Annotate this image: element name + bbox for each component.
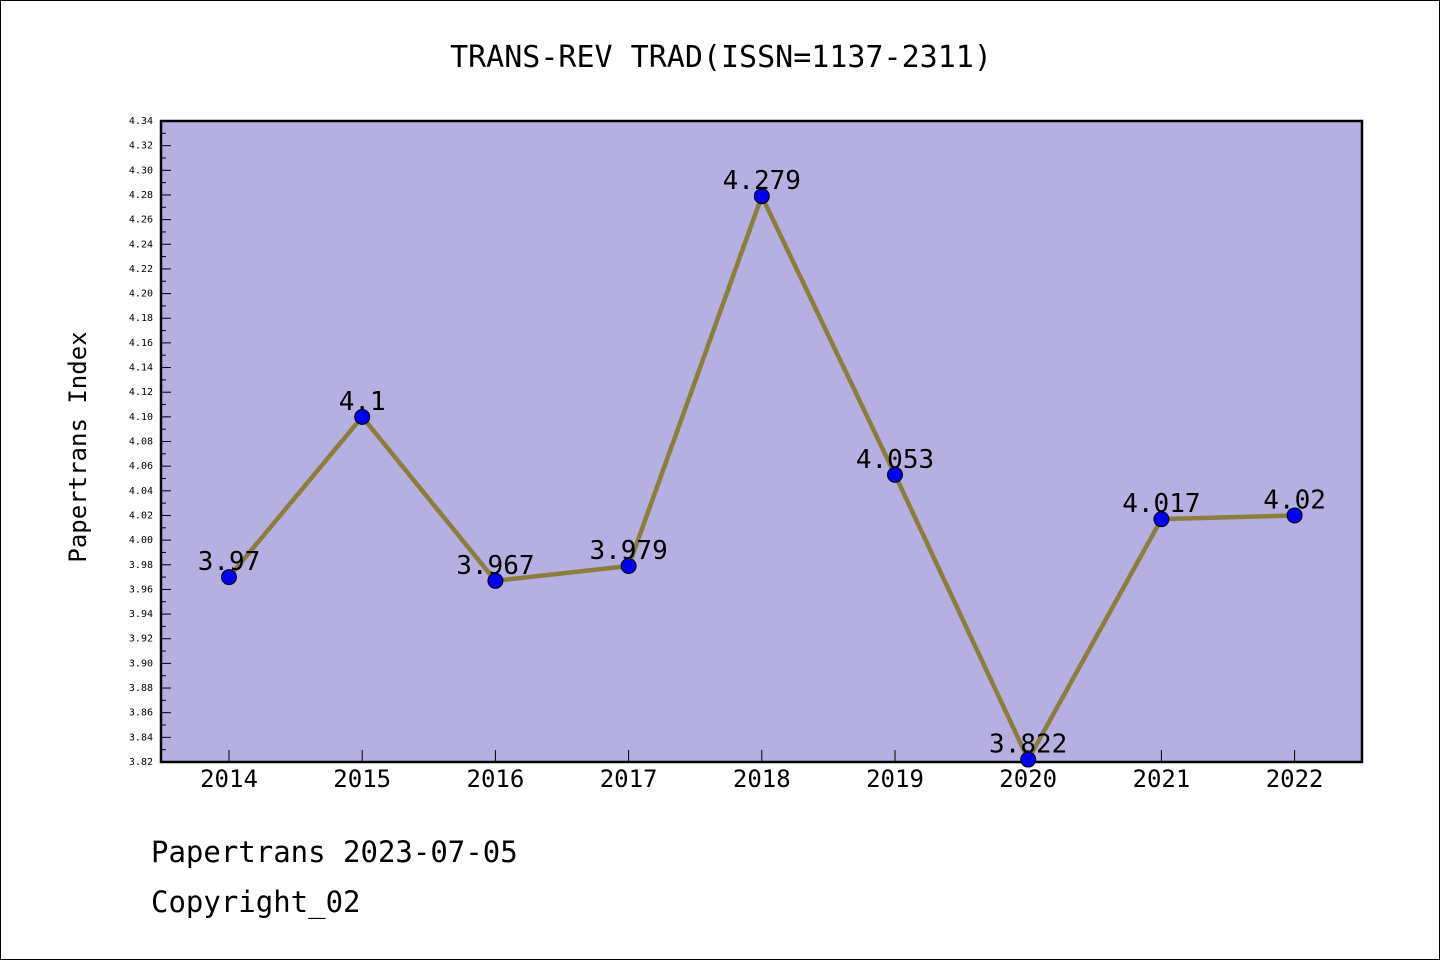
y-tick-label: 4.14: [129, 363, 153, 374]
y-tick-label: 3.90: [129, 658, 153, 669]
footer-date-text: Papertrans 2023-07-05: [151, 835, 518, 869]
data-label: 4.017: [1122, 489, 1200, 519]
y-tick-label: 4.08: [129, 437, 153, 448]
x-tick-label: 2014: [200, 765, 258, 793]
y-axis-ticks: 3.82 3.84 3.86 3.88 3.90 3.92 3.94 3.96 3.98 4.00…: [129, 116, 171, 768]
x-tick-label: 2017: [600, 765, 658, 793]
data-label: 4.053: [856, 445, 934, 475]
y-tick-label: 4.28: [129, 190, 153, 201]
data-label: 4.1: [339, 387, 386, 417]
y-tick-label: 4.02: [129, 510, 153, 521]
data-point: [221, 569, 237, 586]
data-markers: [221, 188, 1303, 768]
data-label: 3.97: [198, 547, 261, 577]
data-label: 3.979: [589, 536, 667, 566]
data-label: 3.967: [456, 551, 534, 581]
y-tick-label: 3.94: [129, 609, 153, 620]
y-tick-label: 4.04: [129, 486, 153, 497]
y-tick-label: 4.22: [129, 264, 153, 275]
x-tick-label: 2015: [333, 765, 391, 793]
y-tick-label: 3.92: [129, 634, 153, 645]
x-tick-label: 2016: [467, 765, 525, 793]
y-tick-label: 3.86: [129, 708, 153, 719]
y-tick-label: 4.30: [129, 165, 153, 176]
y-tick-label: 4.12: [129, 387, 153, 398]
data-label: 4.279: [723, 166, 801, 196]
y-tick-label: 4.32: [129, 141, 153, 152]
data-point: [354, 408, 371, 425]
chart-title: TRANS-REV TRAD(ISSN=1137-2311): [450, 40, 992, 75]
y-tick-label: 4.24: [129, 239, 153, 250]
y-tick-label: 4.10: [129, 412, 153, 423]
x-axis-ticks: 2014 2015 2016 2017 2018 2019 2020 2021 2022: [200, 750, 1323, 793]
data-point: [1286, 507, 1303, 524]
y-tick-label: 4.20: [129, 289, 153, 300]
y-tick-label: 3.88: [129, 683, 153, 694]
y-tick-label: 4.16: [129, 338, 153, 349]
y-tick-label: 3.84: [129, 732, 153, 743]
data-point: [753, 188, 770, 205]
x-tick-label: 2018: [733, 765, 791, 793]
y-axis-label: Papertrans Index: [64, 331, 92, 562]
data-point: [620, 558, 637, 575]
y-tick-label: 4.34: [129, 116, 153, 127]
y-tick-label: 4.18: [129, 313, 153, 324]
x-tick-label: 2020: [999, 765, 1057, 793]
plot-area: [159, 119, 1364, 764]
x-tick-label: 2022: [1266, 765, 1324, 793]
y-tick-label: 4.00: [129, 535, 153, 546]
y-tick-label: 3.98: [129, 560, 153, 571]
x-tick-label: 2019: [866, 765, 924, 793]
footer-copyright-text: Copyright_02: [151, 885, 361, 919]
y-tick-label: 3.96: [129, 584, 153, 595]
data-label: 3.822: [989, 730, 1067, 760]
data-label: 4.02: [1263, 485, 1326, 515]
y-tick-label: 4.06: [129, 461, 153, 472]
data-point: [487, 572, 504, 589]
y-tick-label: 3.82: [129, 757, 153, 768]
data-point: [887, 466, 903, 483]
data-point: [1153, 511, 1170, 528]
y-tick-label: 4.26: [129, 215, 153, 226]
data-labels: 3.97 4.1 3.967 3.979 4.279 4.053 3.822 4.017 4.0…: [198, 166, 1326, 759]
x-tick-label: 2021: [1133, 765, 1191, 793]
data-point: [1020, 751, 1037, 768]
